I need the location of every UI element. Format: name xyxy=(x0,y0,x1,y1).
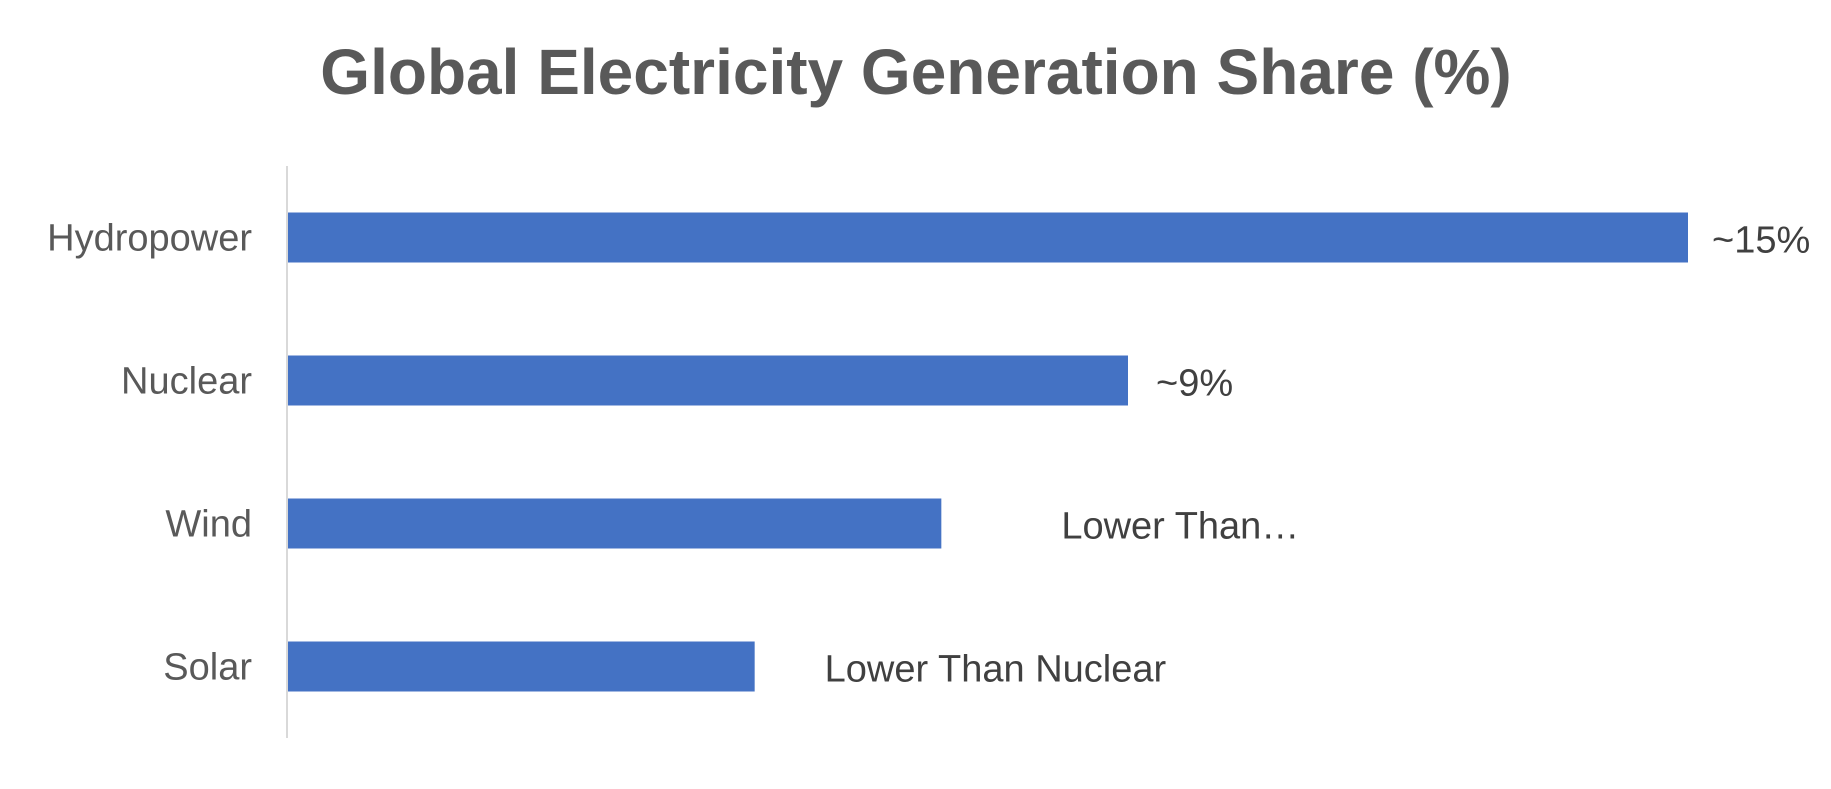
category-label-wind: Wind xyxy=(165,504,252,546)
bars-layer: Hydropower ~15% Nuclear ~9% Wind Lower Than… S… xyxy=(47,212,1810,692)
bar-group-hydropower: Hydropower ~15% xyxy=(47,212,1810,263)
data-label-wind: Lower Than… xyxy=(1061,506,1299,548)
bar-group-wind: Wind Lower Than… xyxy=(165,498,1299,549)
bar-hydropower xyxy=(288,212,1688,263)
category-label-nuclear: Nuclear xyxy=(121,361,252,403)
bar-group-solar: Solar Lower Than Nuclear xyxy=(163,641,1167,692)
category-label-solar: Solar xyxy=(163,647,252,689)
bar-group-nuclear: Nuclear ~9% xyxy=(121,355,1233,406)
data-label-nuclear: ~9% xyxy=(1156,363,1233,405)
bar-wind xyxy=(288,498,942,549)
data-label-hydropower: ~15% xyxy=(1712,220,1810,262)
chart-title: Global Electricity Generation Share (%) xyxy=(320,36,1511,108)
bar-nuclear xyxy=(288,355,1128,406)
category-label-hydropower: Hydropower xyxy=(47,218,252,260)
data-label-solar: Lower Than Nuclear xyxy=(825,649,1167,691)
bar-solar xyxy=(288,641,755,692)
